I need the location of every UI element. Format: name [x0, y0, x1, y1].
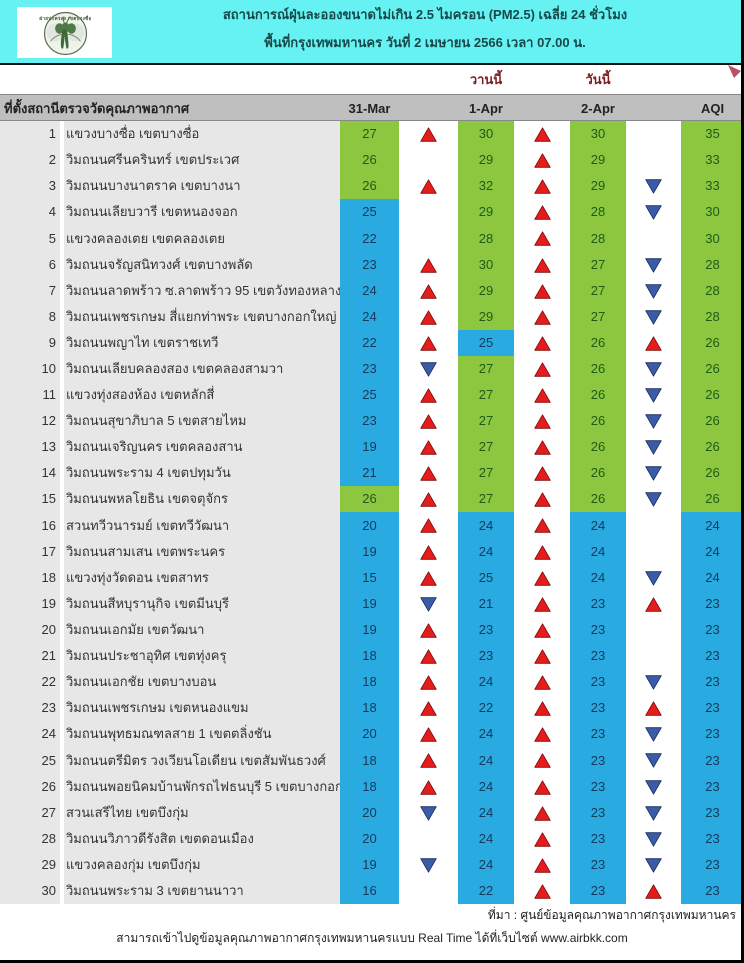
svg-text:ฝ่ายปกครอง เขตบางซื่อ: ฝ่ายปกครอง เขตบางซื่อ — [39, 15, 91, 21]
